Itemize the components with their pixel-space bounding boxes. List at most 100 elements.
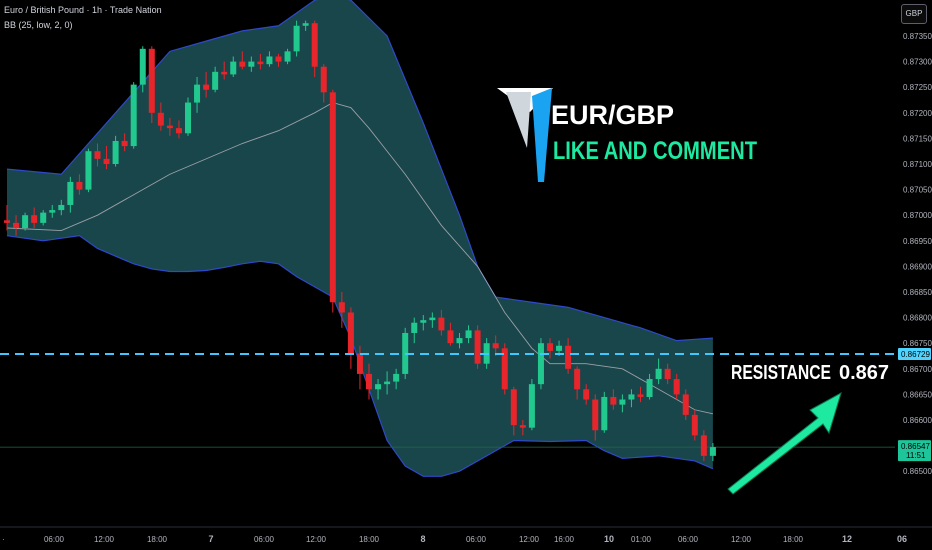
- candle-body: [76, 181, 83, 190]
- price-tick-label: 0.86700: [903, 365, 932, 374]
- candle-body: [67, 181, 74, 205]
- candle-body: [537, 343, 544, 385]
- candle: [338, 292, 345, 328]
- candle: [384, 371, 391, 395]
- candle: [203, 71, 210, 98]
- candle: [148, 46, 155, 124]
- candle-body: [266, 56, 273, 65]
- candle: [519, 420, 526, 436]
- candle: [700, 430, 707, 461]
- currency-button[interactable]: GBP: [901, 4, 927, 24]
- candle-body: [40, 212, 47, 223]
- time-tick-label: 06: [897, 534, 907, 544]
- candle: [691, 409, 698, 441]
- candle: [465, 325, 472, 344]
- candle-body: [420, 320, 427, 323]
- candle-body: [601, 396, 608, 431]
- candle: [601, 391, 608, 433]
- candle: [447, 322, 454, 346]
- candle-body: [257, 61, 264, 65]
- candle-body: [366, 373, 372, 390]
- candle: [429, 312, 436, 328]
- candle: [583, 384, 590, 405]
- candle: [194, 76, 201, 113]
- candle: [347, 307, 354, 369]
- price-tick-label: 0.87250: [903, 83, 932, 92]
- price-tick-label: 0.87100: [903, 160, 932, 169]
- candle: [320, 64, 327, 103]
- candle: [709, 443, 716, 461]
- price-tick-label: 0.86900: [903, 262, 932, 271]
- candle: [94, 143, 101, 167]
- candle: [49, 204, 56, 218]
- candle: [175, 120, 182, 139]
- time-tick-label: 12:00: [519, 535, 540, 544]
- candle: [221, 61, 228, 80]
- price-tick-label: 0.86950: [903, 237, 932, 246]
- candle: [537, 338, 544, 390]
- candle-body: [185, 102, 191, 134]
- candle-body: [510, 389, 517, 426]
- time-tick-label: 18:00: [783, 535, 804, 544]
- countdown-label: 11:51: [906, 451, 926, 460]
- current-price-label: 0.86547: [901, 442, 930, 451]
- candle-body: [13, 222, 20, 228]
- price-tick-label: 0.86500: [903, 467, 932, 476]
- candle: [682, 389, 689, 420]
- cta-text: LIKE AND COMMENT: [553, 137, 757, 165]
- candle-body: [547, 343, 553, 351]
- candle-body: [637, 394, 644, 397]
- candle: [121, 133, 128, 152]
- candle: [284, 48, 291, 65]
- time-axis-edge-mark: ·: [2, 535, 5, 544]
- candle: [58, 199, 65, 216]
- candle: [76, 174, 83, 195]
- candle-body: [302, 23, 309, 26]
- current-price-tag: [898, 440, 931, 462]
- candle-body: [112, 140, 119, 164]
- time-tick-label: 7: [208, 534, 213, 544]
- time-axis-bg: [0, 527, 932, 550]
- indicator-legend[interactable]: BB (25, low, 2, 0): [4, 20, 73, 30]
- candle: [420, 315, 427, 331]
- candle-body: [148, 48, 155, 113]
- candle-body: [58, 204, 65, 211]
- pair-title: EUR/GBP: [551, 100, 674, 130]
- candle-body: [157, 112, 164, 126]
- price-tick-label: 0.86750: [903, 339, 932, 348]
- candle: [628, 389, 635, 408]
- candle-body: [673, 379, 680, 395]
- candle: [565, 338, 572, 374]
- time-tick-label: 12:00: [731, 535, 752, 544]
- candle-body: [103, 158, 110, 164]
- candle: [212, 66, 219, 93]
- price-tick-label: 0.87200: [903, 109, 932, 118]
- candle-body: [194, 84, 201, 103]
- price-tick-label: 0.86650: [903, 390, 932, 399]
- price-tick-label: 0.86850: [903, 288, 932, 297]
- candle-body: [447, 330, 454, 344]
- price-tick-label: 0.87050: [903, 186, 932, 195]
- candle-body: [556, 345, 563, 351]
- candle-body: [375, 384, 382, 390]
- candle: [366, 363, 372, 400]
- price-tick-label: 0.87000: [903, 211, 932, 220]
- candle: [619, 394, 626, 413]
- candle-body: [574, 368, 581, 390]
- time-tick-label: 06:00: [44, 535, 65, 544]
- candle: [610, 389, 617, 410]
- candle: [257, 53, 264, 70]
- candle: [275, 53, 282, 67]
- logo-grey-shape: [506, 92, 531, 148]
- candle-body: [492, 343, 499, 349]
- candle: [664, 363, 671, 385]
- bb-upper-line: [6, 0, 713, 342]
- candle: [592, 394, 599, 441]
- time-tick-label: 18:00: [359, 535, 380, 544]
- time-tick-label: 06:00: [678, 535, 699, 544]
- candle: [139, 46, 146, 93]
- bb-fill: [7, 0, 713, 477]
- candle: [655, 358, 662, 385]
- candle-body: [438, 317, 445, 331]
